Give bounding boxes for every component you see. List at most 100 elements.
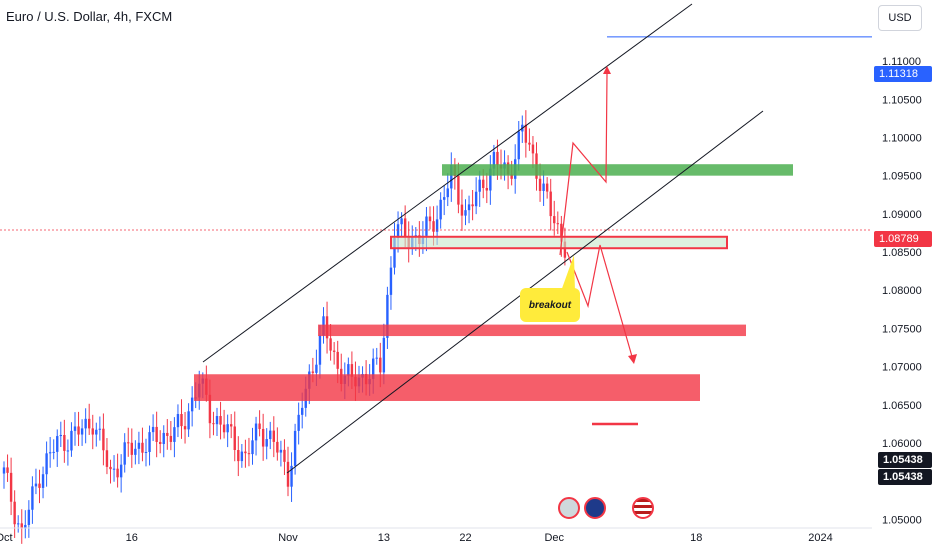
candle-body bbox=[151, 426, 155, 433]
candle-body bbox=[80, 428, 84, 435]
candle-body bbox=[311, 371, 315, 373]
candle-body bbox=[180, 414, 183, 427]
candle-body bbox=[31, 486, 34, 510]
arrow-head-down bbox=[628, 354, 637, 364]
candle-body bbox=[265, 439, 268, 447]
world-flag-icon[interactable] bbox=[558, 497, 580, 519]
mid-red-zone bbox=[318, 324, 746, 337]
y-tick-label: 1.10500 bbox=[882, 94, 922, 106]
y-tick-label: 1.05000 bbox=[882, 514, 922, 526]
x-tick-label: 2024 bbox=[808, 532, 832, 544]
candle-body bbox=[389, 267, 393, 295]
candle-body bbox=[130, 442, 133, 455]
target-price-label: 1.11318 bbox=[874, 66, 932, 82]
candle-body bbox=[66, 450, 70, 452]
symbol-title: Euro / U.S. Dollar, 4h, FXCM bbox=[6, 9, 173, 24]
candle-body bbox=[38, 483, 41, 488]
candle-body bbox=[24, 524, 27, 529]
x-tick-label: 13 bbox=[378, 532, 390, 544]
candle-body bbox=[318, 335, 322, 365]
candle-body bbox=[254, 423, 258, 441]
current-price-label: 1.08789 bbox=[874, 231, 932, 247]
candle-body bbox=[166, 432, 169, 436]
candle-body bbox=[329, 338, 332, 351]
candle-body bbox=[293, 430, 297, 466]
candle-body bbox=[403, 218, 407, 237]
candle-body bbox=[560, 223, 563, 242]
candle-body bbox=[56, 436, 59, 452]
currency-button[interactable]: USD bbox=[878, 5, 922, 31]
candle-body bbox=[538, 178, 542, 191]
x-tick-label: Dec bbox=[544, 532, 564, 544]
candle-body bbox=[219, 416, 222, 425]
candle-body bbox=[542, 183, 545, 191]
candle-body bbox=[91, 428, 94, 435]
candle-body bbox=[382, 337, 386, 373]
supply-demand-zones bbox=[194, 164, 793, 401]
candle-body bbox=[63, 434, 66, 451]
candle-body bbox=[545, 183, 549, 192]
candle-body bbox=[283, 449, 286, 462]
candle-body bbox=[301, 407, 304, 415]
y-tick-label: 1.07500 bbox=[882, 323, 922, 335]
candle-body bbox=[134, 448, 137, 455]
candle-body bbox=[98, 428, 102, 430]
upper-red-zone bbox=[390, 235, 728, 250]
candle-body bbox=[144, 451, 148, 453]
candle-body bbox=[247, 453, 251, 455]
candle-body bbox=[258, 423, 261, 429]
candle-body bbox=[20, 523, 23, 529]
candle-body bbox=[173, 427, 176, 442]
candle-body bbox=[372, 358, 375, 379]
candle-body bbox=[102, 428, 105, 451]
candle-body bbox=[450, 164, 453, 189]
candle-body bbox=[112, 468, 116, 470]
candle-body bbox=[528, 142, 531, 145]
candle-body bbox=[375, 357, 378, 359]
lower-red-zone bbox=[194, 374, 700, 401]
arrow-head-up bbox=[603, 66, 611, 74]
y-tick-label: 1.11000 bbox=[882, 56, 921, 68]
y-tick-label: 1.08000 bbox=[882, 285, 922, 297]
candle-body bbox=[127, 442, 130, 444]
candle-body bbox=[457, 176, 460, 205]
candle-body bbox=[276, 441, 279, 453]
candle-body bbox=[563, 241, 567, 258]
candle-body bbox=[460, 204, 464, 216]
y-tick-label: 1.08500 bbox=[882, 247, 922, 259]
candle-body bbox=[116, 468, 119, 478]
candle-body bbox=[336, 351, 339, 369]
us-flag-icon[interactable] bbox=[632, 497, 654, 519]
candle-body bbox=[439, 199, 442, 220]
candle-body bbox=[52, 451, 55, 453]
candle-body bbox=[379, 357, 382, 373]
candle-body bbox=[6, 467, 9, 473]
candle-body bbox=[77, 426, 80, 435]
candle-body bbox=[400, 218, 403, 225]
candle-body bbox=[109, 466, 112, 470]
candle-body bbox=[45, 453, 48, 475]
candle-body bbox=[290, 465, 293, 487]
candle-body bbox=[215, 416, 219, 425]
candle-body bbox=[233, 426, 236, 451]
candle-body bbox=[474, 191, 478, 207]
x-tick-label: 16 bbox=[126, 532, 138, 544]
euro-flag-icon[interactable] bbox=[584, 497, 606, 519]
candle-body bbox=[332, 350, 336, 352]
breakout-text: breakout bbox=[528, 299, 572, 311]
x-tick-label: 22 bbox=[459, 532, 471, 544]
candle-body bbox=[531, 144, 535, 154]
candle-body bbox=[350, 364, 354, 377]
candle-body bbox=[272, 430, 275, 442]
candle-body bbox=[279, 449, 283, 453]
candle-body bbox=[123, 442, 126, 465]
green-resistance-zone bbox=[442, 164, 793, 176]
candle-body bbox=[208, 394, 212, 424]
candle-body bbox=[222, 424, 226, 433]
candle-body bbox=[428, 216, 432, 222]
candle-body bbox=[315, 364, 318, 373]
breakout-note: breakout bbox=[520, 288, 580, 322]
candle-body bbox=[2, 467, 6, 474]
x-tick-label: Oct bbox=[0, 532, 13, 544]
